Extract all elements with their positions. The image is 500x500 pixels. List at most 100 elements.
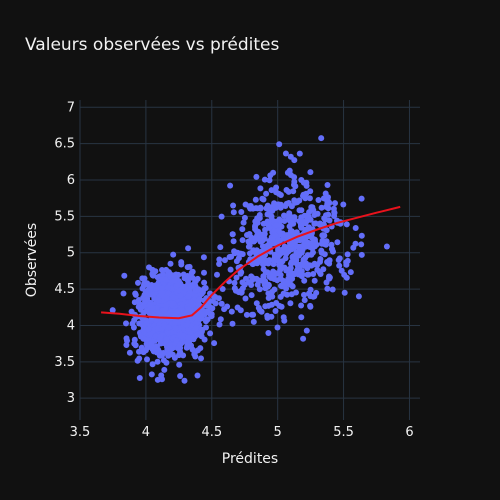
data-point [337,255,343,261]
data-point [205,316,211,322]
data-point [156,298,162,304]
data-point [307,169,313,175]
data-point [173,337,179,343]
data-point [124,335,130,341]
data-point [265,211,271,217]
y-axis-label: Observées [24,223,40,297]
data-point [298,177,304,183]
data-point [326,199,332,205]
data-point [306,224,312,230]
data-point [170,300,176,306]
data-point [263,205,269,211]
data-point [195,286,201,292]
data-point [298,207,304,213]
data-point [276,191,282,197]
data-point [221,306,227,312]
data-point [149,340,155,346]
data-point [318,135,324,141]
data-point [251,319,257,325]
data-point [130,321,136,327]
data-point [344,221,350,227]
data-point [235,305,241,311]
data-point [154,343,160,349]
data-point [272,271,278,277]
data-point [309,206,315,212]
data-point [177,350,183,356]
data-point [137,375,143,381]
data-point [317,221,323,227]
data-point [296,218,302,224]
data-point [170,252,176,258]
data-point [219,301,225,307]
data-point [243,296,249,302]
data-point [287,300,293,306]
data-point [257,286,263,292]
data-point [263,191,269,197]
data-point [255,220,261,226]
data-point [193,326,199,332]
data-point [168,261,174,267]
data-point [238,209,244,215]
data-point [261,197,267,203]
data-point [235,250,241,256]
data-point [201,280,207,286]
data-point [323,212,329,218]
data-point [265,330,271,336]
data-point [230,231,236,237]
data-point [173,325,179,331]
data-point [163,303,169,309]
data-point [278,283,284,289]
data-point [214,272,220,278]
data-point [250,312,256,318]
x-tick-label: 4 [142,425,150,440]
data-point [177,293,183,299]
data-point [188,282,194,288]
data-point [253,174,259,180]
data-point [228,267,234,273]
data-point [180,284,186,290]
data-point [353,241,359,247]
data-point [344,275,350,281]
data-point [230,203,236,209]
data-point [123,320,129,326]
data-point [304,183,310,189]
data-point [232,280,238,286]
data-point [185,273,191,279]
data-point [316,197,322,203]
data-point [144,356,150,362]
data-point [242,215,248,221]
data-point [265,315,271,321]
data-point [303,260,309,266]
data-point [146,264,152,270]
data-point [255,235,261,241]
data-point [202,337,208,343]
data-point [265,222,271,228]
data-point [149,371,155,377]
data-point [135,280,141,286]
data-point [275,325,281,331]
data-point [342,290,348,296]
data-point [217,244,223,250]
data-point [283,286,289,292]
data-point [260,276,266,282]
data-point [313,290,319,296]
data-point [207,330,213,336]
data-point [160,276,166,282]
data-point [166,311,172,317]
data-point [165,285,171,291]
data-point [312,261,318,267]
data-point [322,251,328,257]
data-point [284,201,290,207]
data-point [353,225,359,231]
data-point [179,307,185,313]
data-point [326,274,332,280]
data-point [211,340,217,346]
data-point [171,294,177,300]
data-point [240,237,246,243]
data-point [315,211,321,217]
data-point [252,226,258,232]
data-point [324,227,330,233]
data-point [161,357,167,363]
data-point [336,263,342,269]
data-point [161,322,167,328]
